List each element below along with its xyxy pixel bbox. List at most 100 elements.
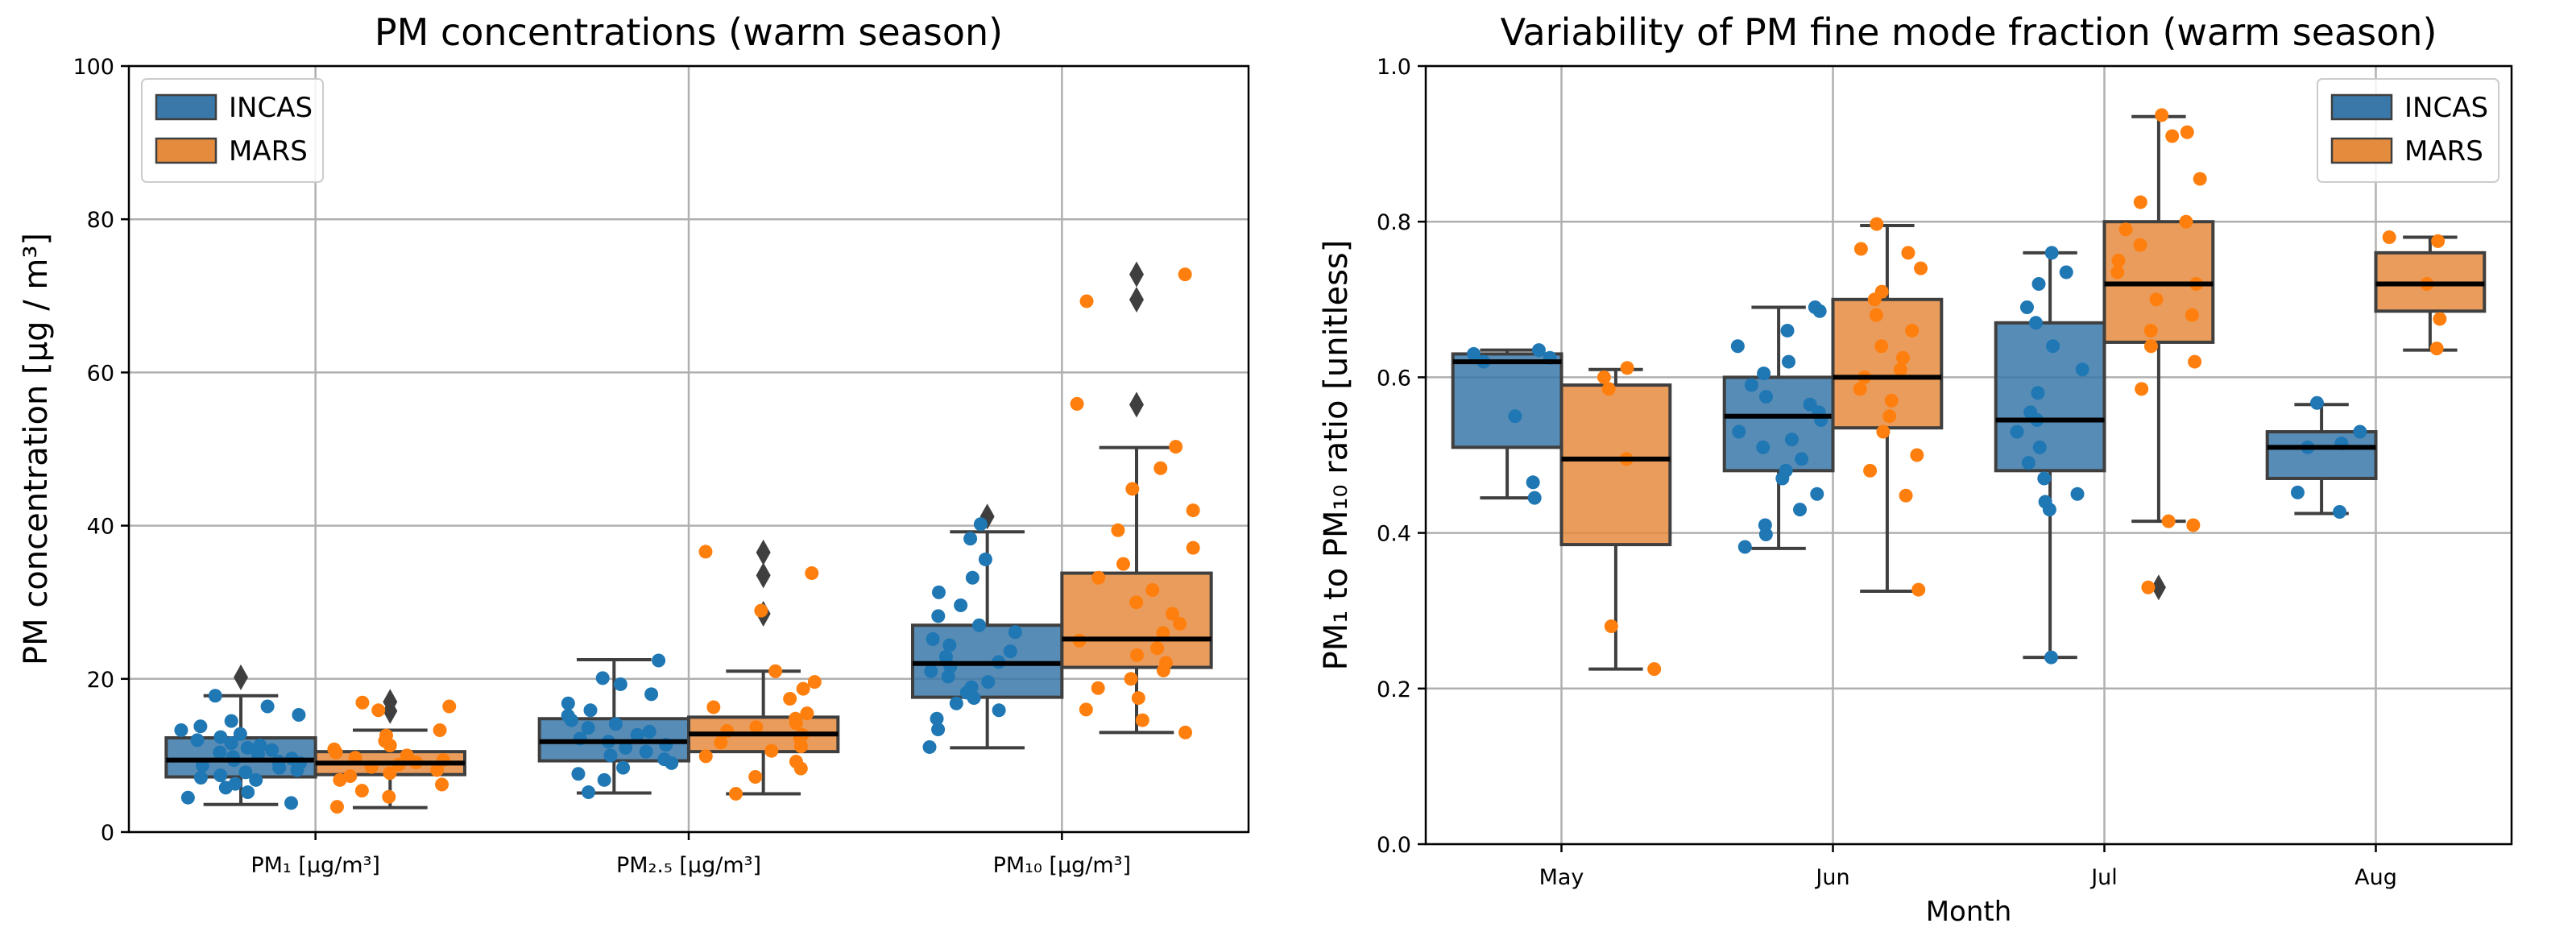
data-point (764, 743, 779, 758)
data-point (1125, 482, 1140, 496)
data-point (355, 695, 370, 710)
legend-swatch-mars (155, 137, 217, 164)
data-point (1156, 626, 1170, 640)
data-point (1169, 440, 1183, 454)
y-tick-label: 0.4 (1377, 522, 1411, 547)
outlier-marker (1129, 287, 1144, 313)
data-point (571, 767, 586, 781)
data-point (931, 585, 946, 599)
data-point (1091, 570, 1106, 585)
fine-mode-fraction-chart: 0.0 0.2 0.4 0.6 0.8 1.0 May Jun Jul Aug Variabilit… (1318, 10, 2513, 928)
legend-label-mars: MARS (229, 135, 308, 168)
data-point (1003, 644, 1017, 659)
x-tick-label: May (1539, 865, 1584, 890)
data-point (789, 755, 803, 769)
data-point (213, 768, 228, 783)
box-iqr (1722, 375, 1835, 473)
y-tick-label: 0.8 (1377, 210, 1411, 235)
data-point (1784, 433, 1799, 447)
data-point (1744, 378, 1758, 392)
series-incas (164, 503, 1064, 810)
data-point (1781, 354, 1795, 369)
data-point (2070, 487, 2085, 501)
data-point (2353, 424, 2367, 439)
series-mars (1559, 108, 2487, 677)
y-axis-label: PM concentration [μg / m³] (18, 233, 55, 665)
data-point (2059, 265, 2073, 280)
data-point (1159, 656, 1174, 670)
data-point (238, 765, 253, 780)
data-point (613, 677, 627, 691)
data-point (931, 609, 946, 623)
data-point (2193, 172, 2207, 186)
box-mars-1 (687, 539, 840, 801)
data-point (2028, 316, 2043, 330)
data-point (1882, 409, 1897, 424)
x-axis-label: Month (1926, 896, 2012, 928)
data-point (583, 703, 598, 718)
data-point (807, 675, 822, 689)
data-point (371, 703, 386, 718)
data-point (2141, 580, 2156, 594)
data-point (1130, 648, 1145, 662)
data-point (2032, 440, 2047, 454)
outlier-marker (383, 689, 398, 715)
data-point (2110, 265, 2125, 280)
y-tick-label: 80 (87, 208, 114, 233)
data-point (1601, 382, 1616, 396)
outlier-marker (756, 539, 771, 565)
data-point (1870, 217, 1884, 231)
data-point (926, 631, 940, 646)
series-mars (313, 261, 1213, 814)
data-point (1131, 691, 1145, 706)
data-point (2429, 342, 2444, 356)
data-point (1647, 662, 1662, 677)
data-point (2021, 456, 2036, 470)
data-point (706, 700, 721, 714)
data-point (754, 603, 768, 618)
data-point (1150, 641, 1165, 656)
data-point (1526, 475, 1540, 490)
y-tick-label: 40 (87, 515, 114, 540)
data-point (644, 687, 659, 702)
data-point (1467, 346, 1481, 361)
data-point (343, 769, 358, 784)
data-point (2290, 485, 2305, 499)
data-point (1911, 582, 1926, 597)
box-iqr (1831, 297, 1944, 430)
data-point (1186, 503, 1200, 518)
data-point (1853, 382, 1867, 396)
data-point (383, 766, 397, 781)
data-point (284, 796, 299, 810)
data-point (698, 545, 713, 559)
data-point (193, 719, 208, 734)
data-point (1756, 440, 1770, 454)
data-point (1780, 323, 1795, 337)
data-point (193, 770, 208, 785)
data-point (1853, 242, 1868, 256)
data-point (2044, 650, 2058, 665)
data-point (1905, 323, 1920, 337)
data-point (652, 653, 666, 668)
chart-title: PM concentrations (warm season) (375, 10, 1003, 54)
data-point (1508, 409, 1522, 424)
data-point (1876, 424, 1891, 439)
data-point (1135, 713, 1149, 727)
data-point (616, 760, 631, 775)
data-point (749, 720, 764, 735)
data-point (2044, 246, 2059, 260)
data-point (2038, 495, 2052, 509)
outlier-marker (234, 664, 248, 690)
data-point (582, 785, 596, 800)
data-point (1899, 488, 1913, 503)
box-incas-0 (164, 664, 317, 810)
x-tick-label: PM₁ [μg/m³] (251, 853, 380, 878)
data-point (1795, 452, 1809, 466)
box-mars-0 (313, 689, 466, 814)
box-iqr (1559, 383, 1672, 547)
data-point (1124, 672, 1138, 686)
data-point (1111, 523, 1125, 537)
y-tick-label: 100 (72, 55, 114, 80)
data-point (938, 649, 953, 664)
